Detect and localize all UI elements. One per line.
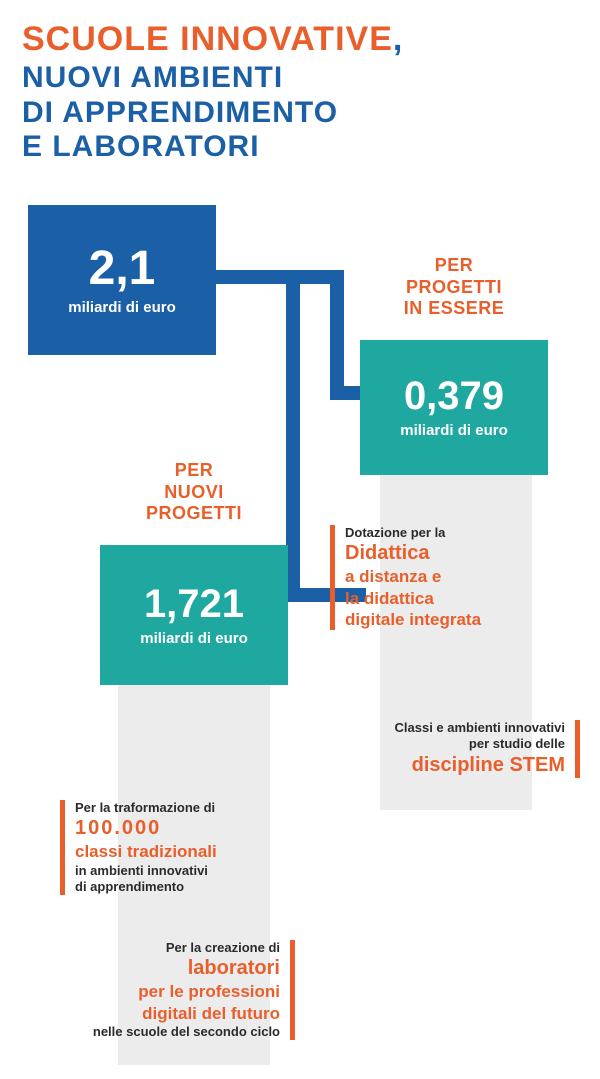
callout-stem: Classi e ambienti innovativi per studio … <box>330 720 580 778</box>
text: nelle scuole del secondo ciclo <box>80 1024 280 1040</box>
text: a distanza e <box>345 566 560 587</box>
box-total: 2,1 miliardi di euro <box>28 205 216 355</box>
text: discipline STEM <box>330 753 565 778</box>
box-new: 1,721 miliardi di euro <box>100 545 288 685</box>
callout-classi: Per la traformazione di 100.000 classi t… <box>60 800 285 895</box>
text: digitali del futuro <box>80 1003 280 1024</box>
text: laboratori <box>80 956 280 981</box>
text: Classi e ambienti innovativi per studio … <box>330 720 565 753</box>
unit-existing: miliardi di euro <box>400 422 508 439</box>
text: Didattica <box>345 541 560 566</box>
box-existing: 0,379 miliardi di euro <box>360 340 548 475</box>
title-line1: SCUOLE INNOVATIVE, <box>22 20 600 59</box>
text: digitale integrata <box>345 609 560 630</box>
text: 100.000 <box>75 816 285 841</box>
title-orange: SCUOLE INNOVATIVE <box>22 20 393 58</box>
unit-new: miliardi di euro <box>140 630 248 647</box>
value-new: 1,721 <box>144 584 244 624</box>
unit-total: miliardi di euro <box>68 299 176 316</box>
text: per le professioni <box>80 981 280 1002</box>
connector <box>286 284 300 602</box>
text: Dotazione per la <box>345 525 560 541</box>
callout-didattica: Dotazione per la Didattica a distanza e … <box>330 525 560 630</box>
label-new: PER NUOVI PROGETTI <box>100 460 288 525</box>
title-rest: NUOVI AMBIENTI DI APPRENDIMENTO E LABORA… <box>22 61 600 165</box>
text: in ambienti innovativi di apprendimento <box>75 863 285 896</box>
text: Per la creazione di <box>80 940 280 956</box>
text: classi tradizionali <box>75 841 285 862</box>
value-existing: 0,379 <box>404 376 504 416</box>
title-block: SCUOLE INNOVATIVE, NUOVI AMBIENTI DI APP… <box>0 0 600 175</box>
text: Per la traformazione di <box>75 800 285 816</box>
value-total: 2,1 <box>89 245 156 293</box>
callout-lab: Per la creazione di laboratori per le pr… <box>80 940 295 1040</box>
connector <box>330 270 344 400</box>
label-existing: PER PROGETTI IN ESSERE <box>360 255 548 320</box>
title-comma: , <box>393 20 403 58</box>
text: la didattica <box>345 588 560 609</box>
connector <box>216 270 344 284</box>
connector <box>330 386 364 400</box>
